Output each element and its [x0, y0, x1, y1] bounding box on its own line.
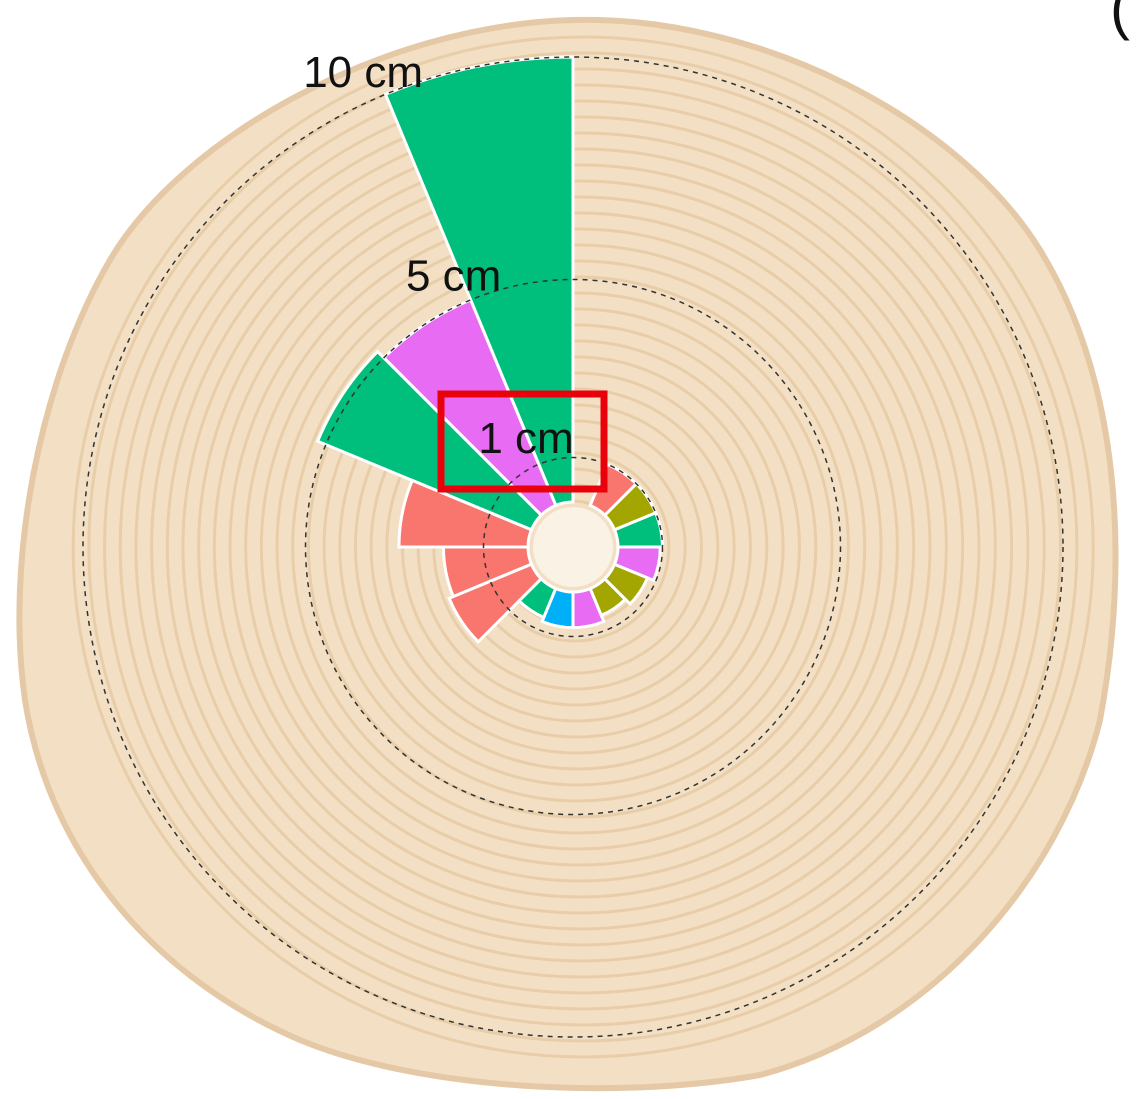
wood-ring [306, 275, 850, 819]
wood-ring [322, 291, 834, 803]
wood-ring [71, 35, 1095, 1059]
wood-ring [291, 259, 867, 835]
grid-circle [82, 56, 1064, 1038]
text-fragment: ( [1110, 0, 1130, 41]
wood-ring [103, 67, 1063, 1027]
grid-circle [304, 278, 842, 816]
wood-ring [369, 339, 785, 755]
center-hole [533, 507, 613, 587]
wood-ring [197, 163, 965, 931]
wood-ring [353, 323, 801, 771]
wood-ring [87, 51, 1079, 1043]
wood-ring [259, 227, 899, 867]
wood-ring [150, 115, 1014, 979]
wood-ring [228, 195, 932, 899]
r-tick-label: 1 cm [478, 414, 573, 463]
r-tick-label: 5 cm [406, 251, 501, 300]
wood-ring [275, 243, 883, 851]
highlight-box [437, 390, 608, 493]
grid-circle [482, 456, 664, 638]
r-tick-label: 10 cm [303, 48, 423, 97]
wood-ring [212, 179, 948, 915]
bar [571, 586, 606, 630]
wood-ring [338, 307, 818, 787]
wood-ring [181, 147, 981, 947]
bar [447, 562, 544, 644]
wood-ring [118, 83, 1046, 1011]
bar [397, 478, 534, 549]
wood-ring [165, 131, 997, 963]
wood-ring [385, 355, 769, 739]
wood-ring [244, 211, 916, 883]
wood-ring [134, 99, 1030, 995]
bar [315, 349, 544, 532]
